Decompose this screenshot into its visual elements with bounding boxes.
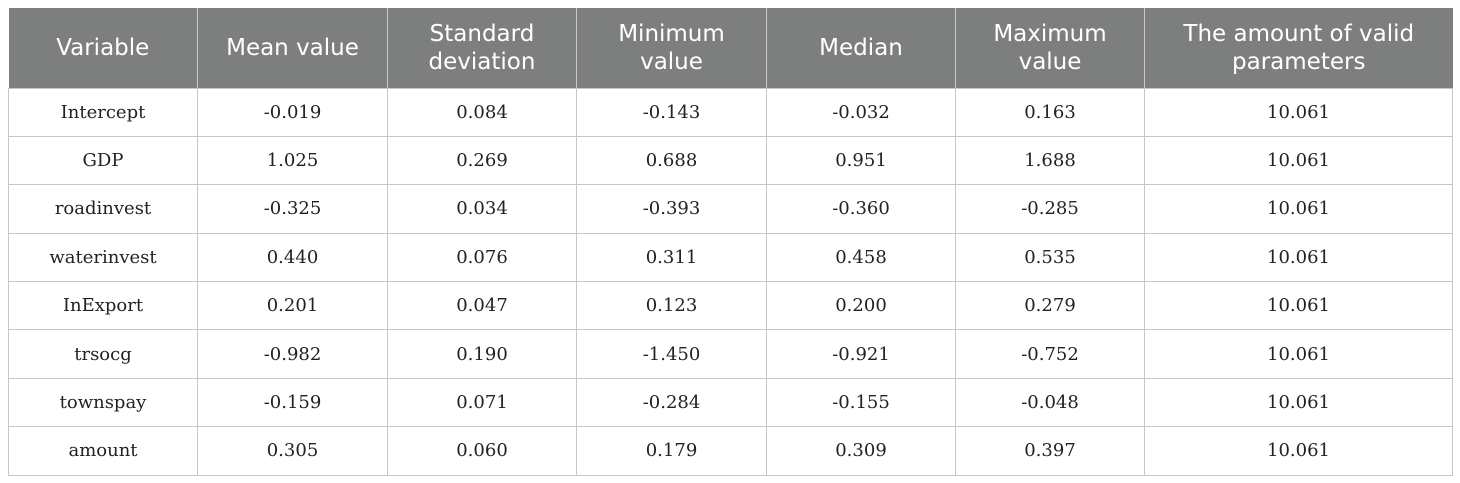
table-row: waterinvest 0.440 0.076 0.311 0.458 0.53… bbox=[8, 232, 1453, 283]
cell-min: -1.450 bbox=[576, 329, 767, 379]
table-row: InExport 0.201 0.047 0.123 0.200 0.279 1… bbox=[8, 281, 1453, 331]
cell-std: 0.084 bbox=[387, 87, 577, 137]
cell-variable: amount bbox=[8, 426, 198, 476]
cell-median: 0.309 bbox=[766, 426, 956, 476]
cell-mean: -0.159 bbox=[197, 377, 388, 428]
cell-max: -0.752 bbox=[955, 329, 1145, 379]
cell-min: 0.123 bbox=[576, 281, 767, 331]
cell-median: -0.032 bbox=[766, 87, 956, 137]
table-row: townspay -0.159 0.071 -0.284 -0.155 -0.0… bbox=[8, 377, 1453, 428]
cell-mean: 0.305 bbox=[197, 426, 388, 476]
header-variable: Variable bbox=[8, 8, 198, 88]
cell-variable: InExport bbox=[8, 281, 198, 331]
header-minimum-value: Minimum value bbox=[576, 8, 767, 88]
cell-mean: 0.201 bbox=[197, 281, 388, 331]
cell-median: -0.360 bbox=[766, 184, 956, 234]
cell-mean: -0.019 bbox=[197, 87, 388, 137]
cell-max: 1.688 bbox=[955, 135, 1145, 186]
cell-max: -0.285 bbox=[955, 184, 1145, 234]
header-standard-deviation: Standard deviation bbox=[387, 8, 577, 88]
table-row: GDP 1.025 0.269 0.688 0.951 1.688 10.061 bbox=[8, 135, 1453, 186]
cell-std: 0.076 bbox=[387, 232, 577, 283]
cell-max: -0.048 bbox=[955, 377, 1145, 428]
table-header: Variable Mean value Standard deviation M… bbox=[8, 8, 1453, 88]
table-row: Intercept -0.019 0.084 -0.143 -0.032 0.1… bbox=[8, 87, 1453, 137]
cell-std: 0.060 bbox=[387, 426, 577, 476]
cell-median: 0.458 bbox=[766, 232, 956, 283]
cell-std: 0.190 bbox=[387, 329, 577, 379]
statistics-table-container: Variable Mean value Standard deviation M… bbox=[8, 8, 1453, 476]
cell-valid: 10.061 bbox=[1144, 135, 1453, 186]
cell-valid: 10.061 bbox=[1144, 184, 1453, 234]
cell-variable: trsocg bbox=[8, 329, 198, 379]
cell-min: -0.143 bbox=[576, 87, 767, 137]
cell-max: 0.163 bbox=[955, 87, 1145, 137]
cell-mean: -0.325 bbox=[197, 184, 388, 234]
cell-std: 0.047 bbox=[387, 281, 577, 331]
cell-valid: 10.061 bbox=[1144, 377, 1453, 428]
cell-mean: 1.025 bbox=[197, 135, 388, 186]
cell-std: 0.034 bbox=[387, 184, 577, 234]
cell-variable: waterinvest bbox=[8, 232, 198, 283]
cell-variable: GDP bbox=[8, 135, 198, 186]
cell-valid: 10.061 bbox=[1144, 232, 1453, 283]
cell-median: 0.200 bbox=[766, 281, 956, 331]
header-median: Median bbox=[766, 8, 956, 88]
cell-std: 0.071 bbox=[387, 377, 577, 428]
cell-max: 0.279 bbox=[955, 281, 1145, 331]
cell-min: 0.179 bbox=[576, 426, 767, 476]
cell-mean: -0.982 bbox=[197, 329, 388, 379]
cell-min: 0.688 bbox=[576, 135, 767, 186]
cell-valid: 10.061 bbox=[1144, 426, 1453, 476]
table-row: amount 0.305 0.060 0.179 0.309 0.397 10.… bbox=[8, 426, 1453, 476]
header-mean-value: Mean value bbox=[197, 8, 388, 88]
header-maximum-value: Maximum value bbox=[955, 8, 1145, 88]
table-row: roadinvest -0.325 0.034 -0.393 -0.360 -0… bbox=[8, 184, 1453, 234]
cell-mean: 0.440 bbox=[197, 232, 388, 283]
header-valid-parameters: The amount of valid parameters bbox=[1144, 8, 1453, 88]
cell-valid: 10.061 bbox=[1144, 87, 1453, 137]
cell-median: 0.951 bbox=[766, 135, 956, 186]
cell-min: -0.284 bbox=[576, 377, 767, 428]
table-row: trsocg -0.982 0.190 -1.450 -0.921 -0.752… bbox=[8, 329, 1453, 379]
statistics-table: Variable Mean value Standard deviation M… bbox=[8, 8, 1453, 476]
cell-median: -0.921 bbox=[766, 329, 956, 379]
cell-variable: Intercept bbox=[8, 87, 198, 137]
cell-max: 0.397 bbox=[955, 426, 1145, 476]
header-row: Variable Mean value Standard deviation M… bbox=[8, 8, 1453, 88]
cell-valid: 10.061 bbox=[1144, 281, 1453, 331]
cell-median: -0.155 bbox=[766, 377, 956, 428]
cell-std: 0.269 bbox=[387, 135, 577, 186]
cell-variable: roadinvest bbox=[8, 184, 198, 234]
table-body: Intercept -0.019 0.084 -0.143 -0.032 0.1… bbox=[8, 87, 1453, 476]
cell-min: -0.393 bbox=[576, 184, 767, 234]
cell-max: 0.535 bbox=[955, 232, 1145, 283]
cell-valid: 10.061 bbox=[1144, 329, 1453, 379]
cell-min: 0.311 bbox=[576, 232, 767, 283]
cell-variable: townspay bbox=[8, 377, 198, 428]
